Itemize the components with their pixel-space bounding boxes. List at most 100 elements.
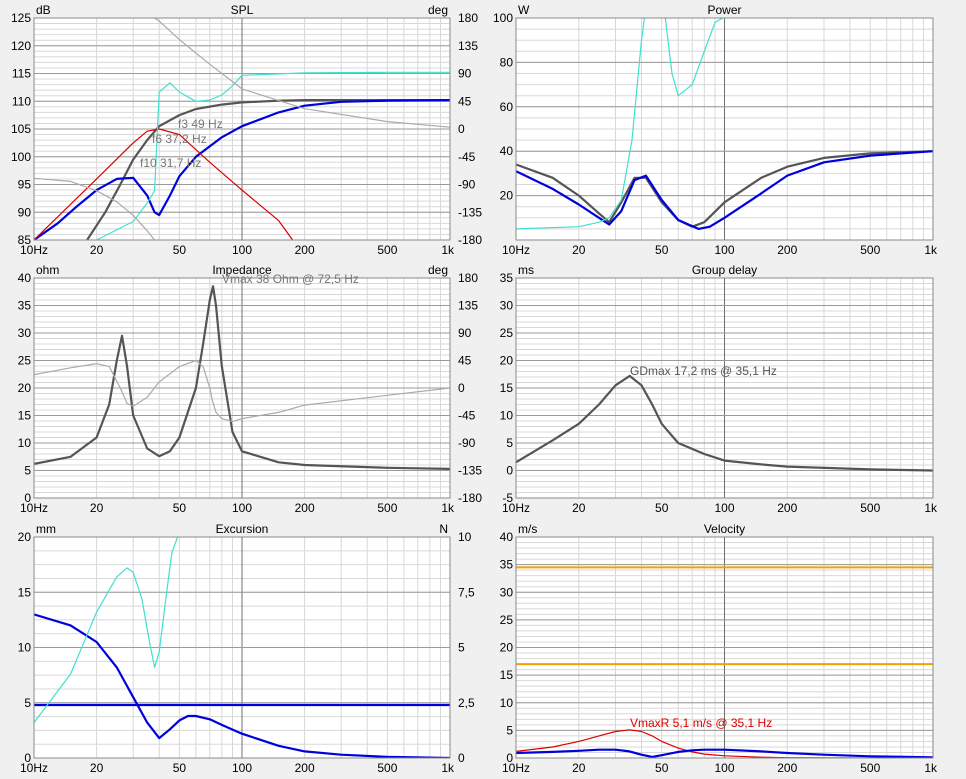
y2-tick-label: -180	[458, 233, 482, 247]
y-axis-unit: ms	[518, 263, 534, 277]
y-tick-label: 80	[500, 55, 514, 69]
y-tick-label: 35	[500, 271, 514, 285]
x-tick-label: 20	[572, 761, 586, 775]
series-group	[516, 566, 933, 758]
x-tick-label: 20	[572, 501, 586, 515]
y-axis-unit: W	[518, 3, 530, 17]
x-tick-label: 1k	[441, 243, 455, 257]
y2-tick-label: 180	[458, 11, 478, 25]
y-tick-label: 40	[500, 144, 514, 158]
x-tick-label: 100	[232, 761, 252, 775]
y2-tick-label: 135	[458, 299, 478, 313]
y2-tick-label: -180	[458, 491, 482, 505]
series-group	[34, 18, 450, 240]
x-tick-label: 200	[295, 243, 315, 257]
chart-annotation: GDmax 17,2 ms @ 35,1 Hz	[630, 364, 777, 378]
chart-title: Power	[707, 3, 741, 17]
y-axis-unit: dB	[36, 3, 51, 17]
chart-annotation: Vmax 38 Ohm @ 72,5 Hz	[222, 272, 359, 286]
x-tick-label: 200	[777, 501, 797, 515]
y-tick-label: 5	[506, 723, 513, 737]
y2-axis-unit: deg	[428, 3, 448, 17]
series-group	[516, 374, 933, 472]
y2-tick-label: 90	[458, 326, 472, 340]
x-tick-label: 10Hz	[502, 243, 530, 257]
y-tick-label: 15	[500, 668, 514, 682]
x-tick-label: 1k	[924, 501, 938, 515]
y-tick-label: -5	[502, 491, 513, 505]
x-tick-label: 1k	[441, 501, 455, 515]
y-tick-label: 10	[18, 641, 32, 655]
y-tick-label: 5	[24, 464, 31, 478]
series-group	[516, 18, 933, 230]
y2-tick-label: 10	[458, 530, 472, 544]
plot-frame	[515, 277, 934, 499]
x-tick-label: 100	[232, 501, 252, 515]
y2-axis-unit: deg	[428, 263, 448, 277]
series-line-4	[516, 748, 933, 758]
chart-panel-2: Power W 20 40 60 80 100 10Hz 20 50 100 200 500 1k	[493, 3, 938, 257]
y2-tick-label: -90	[458, 436, 476, 450]
x-tick-label: 1k	[924, 761, 938, 775]
series-line-1	[86, 99, 450, 240]
y-axis-unit: mm	[36, 522, 56, 536]
x-tick-label: 100	[232, 243, 252, 257]
x-tick-label: 50	[655, 243, 669, 257]
plot-frame	[33, 536, 451, 759]
y-tick-label: 20	[500, 641, 514, 655]
plot-frame	[33, 17, 451, 241]
y-tick-label: 0	[506, 751, 513, 765]
series-line-3	[516, 729, 933, 758]
chart-panel-1: SPL dB deg 85 90 95 100 105 110 115 120 125 -180 -135…	[11, 3, 482, 257]
x-tick-label: 50	[173, 501, 187, 515]
y-tick-label: 100	[493, 11, 513, 25]
y2-tick-label: -45	[458, 409, 476, 423]
series-line-1	[516, 374, 933, 472]
chart-panel-3: Impedance ohm deg 0 5 10 15 20 25 30 35 40 -180 -135 -…	[18, 263, 483, 515]
series-group	[34, 537, 450, 758]
y2-tick-label: 7,5	[458, 585, 475, 599]
y2-tick-label: 45	[458, 94, 472, 108]
y-tick-label: 60	[500, 100, 514, 114]
y2-tick-label: 90	[458, 67, 472, 81]
y-axis-unit: ohm	[36, 263, 59, 277]
x-tick-label: 200	[777, 761, 797, 775]
y-tick-label: 35	[18, 299, 32, 313]
series-line-4	[96, 71, 450, 240]
x-tick-label: 1k	[924, 243, 938, 257]
y2-tick-label: 180	[458, 271, 478, 285]
chart-annotation: VmaxR 5,1 m/s @ 35,1 Hz	[630, 716, 772, 730]
x-tick-label: 50	[173, 761, 187, 775]
y-tick-label: 35	[500, 558, 514, 572]
chart-annotation: f6 37,2 Hz	[152, 132, 207, 146]
y-tick-label: 5	[506, 436, 513, 450]
series-line-5	[154, 18, 450, 128]
y2-tick-label: 135	[458, 39, 478, 53]
x-tick-label: 20	[572, 243, 586, 257]
series-line-6	[34, 177, 156, 240]
chart-annotation: f3 49 Hz	[178, 117, 223, 131]
series-group	[34, 285, 450, 470]
x-tick-label: 500	[377, 761, 397, 775]
series-line-1	[34, 285, 450, 470]
x-tick-label: 10Hz	[20, 501, 48, 515]
y-tick-label: 25	[18, 354, 32, 368]
x-tick-label: 500	[860, 243, 880, 257]
y2-tick-label: 2,5	[458, 696, 475, 710]
x-tick-label: 50	[173, 243, 187, 257]
y2-tick-label: 0	[458, 751, 465, 765]
chart-title: SPL	[231, 3, 254, 17]
series-line-1	[34, 613, 450, 758]
y-tick-label: 90	[18, 205, 32, 219]
chart-title: Impedance	[212, 263, 272, 277]
plot-frame	[33, 277, 451, 499]
y-tick-label: 20	[500, 354, 514, 368]
y-tick-label: 25	[500, 613, 514, 627]
y-tick-label: 40	[18, 271, 32, 285]
y-tick-label: 15	[18, 409, 32, 423]
y2-tick-label: -45	[458, 150, 476, 164]
x-tick-label: 500	[377, 501, 397, 515]
y-tick-label: 30	[500, 299, 514, 313]
y2-axis-unit: N	[439, 522, 448, 536]
